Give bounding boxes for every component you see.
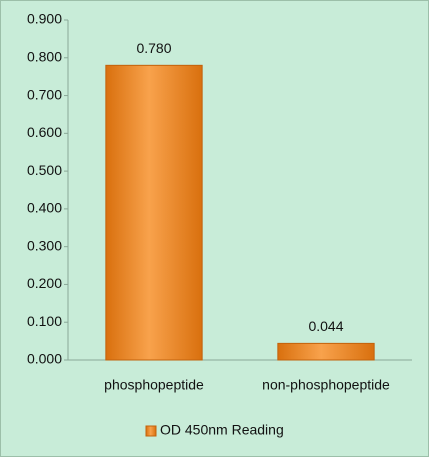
x-tick-label: non-phosphopeptide <box>262 377 390 393</box>
y-tick-label: 0.700 <box>27 86 62 102</box>
y-tick-label: 0.200 <box>27 275 62 291</box>
y-tick-label: 0.800 <box>27 48 62 64</box>
y-tick-label: 0.400 <box>27 200 62 216</box>
y-tick-label: 0.900 <box>27 11 62 27</box>
y-tick-label: 0.600 <box>27 124 62 140</box>
y-tick-label: 0.000 <box>27 351 62 367</box>
y-tick-label: 0.500 <box>27 162 62 178</box>
bar <box>277 342 375 361</box>
data-label: 0.780 <box>136 40 171 56</box>
legend-swatch <box>145 425 157 437</box>
data-label: 0.044 <box>308 318 343 334</box>
legend-label: OD 450nm Reading <box>160 422 284 438</box>
bar <box>105 64 203 361</box>
y-tick-label: 0.100 <box>27 313 62 329</box>
x-tick-label: phosphopeptide <box>104 377 204 393</box>
y-tick-label: 0.300 <box>27 237 62 253</box>
